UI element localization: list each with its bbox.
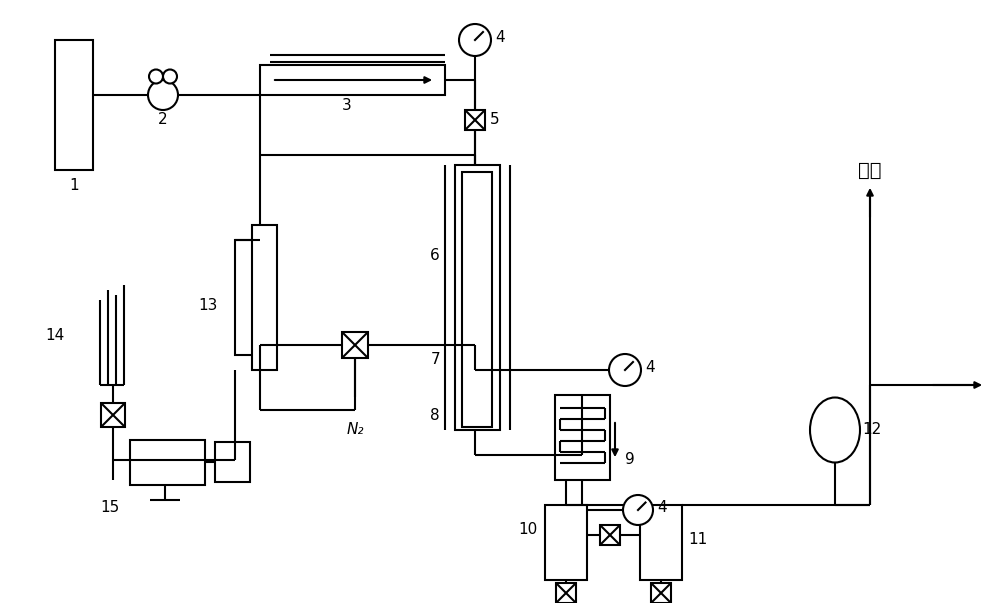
Text: 9: 9 bbox=[625, 452, 635, 467]
Circle shape bbox=[148, 80, 178, 110]
Text: 4: 4 bbox=[495, 31, 505, 45]
Text: 2: 2 bbox=[158, 113, 168, 127]
Bar bbox=[545, 505, 587, 580]
Circle shape bbox=[149, 69, 163, 83]
Bar bbox=[55, 40, 93, 170]
Text: 4: 4 bbox=[645, 361, 655, 376]
Bar bbox=[215, 442, 250, 482]
Bar bbox=[252, 225, 277, 370]
Text: 13: 13 bbox=[199, 297, 218, 312]
Bar bbox=[465, 110, 485, 130]
Bar bbox=[600, 525, 620, 545]
Text: 1: 1 bbox=[69, 177, 79, 192]
Circle shape bbox=[459, 24, 491, 56]
Circle shape bbox=[163, 69, 177, 83]
Text: 5: 5 bbox=[490, 113, 500, 127]
Bar bbox=[260, 65, 445, 95]
Text: 4: 4 bbox=[657, 500, 667, 516]
Bar bbox=[640, 505, 682, 580]
Text: 8: 8 bbox=[430, 408, 440, 423]
Bar bbox=[556, 583, 576, 603]
Bar bbox=[651, 583, 671, 603]
Text: 6: 6 bbox=[430, 247, 440, 262]
Bar bbox=[555, 395, 610, 480]
Bar bbox=[130, 440, 205, 485]
Bar bbox=[342, 332, 368, 358]
Text: 3: 3 bbox=[342, 98, 352, 113]
Bar bbox=[455, 165, 500, 430]
Circle shape bbox=[623, 495, 653, 525]
Bar bbox=[235, 240, 260, 355]
Ellipse shape bbox=[810, 397, 860, 463]
Bar bbox=[101, 403, 125, 427]
Text: 15: 15 bbox=[101, 500, 120, 515]
Text: 12: 12 bbox=[862, 423, 881, 438]
Circle shape bbox=[609, 354, 641, 386]
Text: 7: 7 bbox=[430, 353, 440, 367]
Text: 放空: 放空 bbox=[858, 160, 882, 180]
Text: 14: 14 bbox=[46, 327, 65, 343]
Text: 10: 10 bbox=[519, 523, 538, 537]
Text: N₂: N₂ bbox=[346, 423, 364, 438]
Bar bbox=[462, 172, 492, 427]
Text: 11: 11 bbox=[688, 532, 707, 548]
